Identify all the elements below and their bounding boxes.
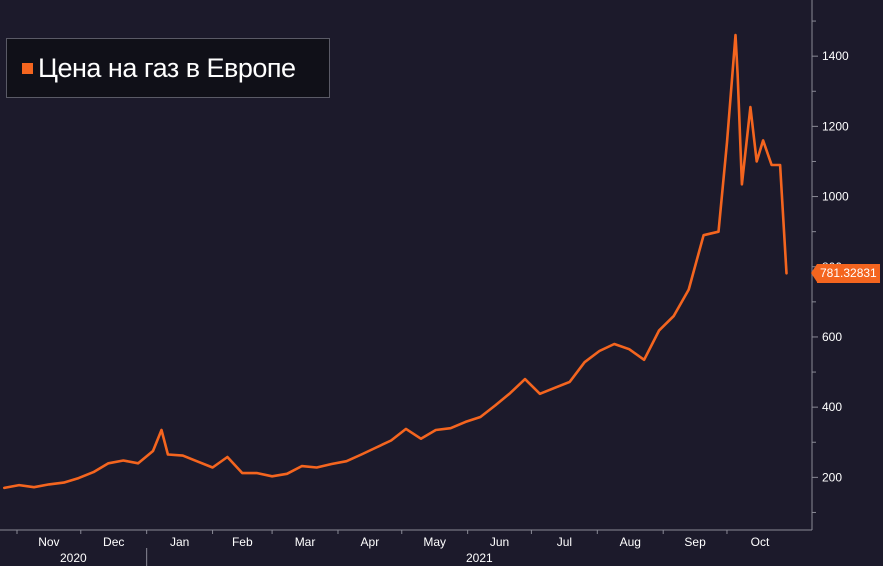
y-tick-label: 1400 <box>822 49 849 63</box>
x-tick-label: Mar <box>295 535 316 549</box>
x-tick-label: Sep <box>684 535 706 549</box>
x-axis: Nov Dec Jan Feb Mar Apr May Jun Jul Aug Sep Oct 2020… <box>0 529 812 566</box>
x-tick-label: Jun <box>490 535 509 549</box>
y-tick-label: 1000 <box>822 190 849 204</box>
x-tick-label: Jan <box>170 535 189 549</box>
x-tick-label: Nov <box>38 535 59 549</box>
x-tick-label: Aug <box>620 535 641 549</box>
x-tick-label: May <box>423 535 446 549</box>
x-tick-label: Oct <box>751 535 770 549</box>
x-year-label: 2020 <box>60 551 87 565</box>
y-tick-label: 400 <box>822 400 842 414</box>
series-line <box>3 33 788 490</box>
legend: Цена на газ в Европе <box>6 38 330 98</box>
x-year-label: 2021 <box>466 551 493 565</box>
legend-label: Цена на газ в Европе <box>38 52 296 83</box>
x-tick-label: Feb <box>232 535 253 549</box>
last-value-tag: 781.32831 <box>811 263 880 283</box>
x-tick-label: Jul <box>557 535 572 549</box>
y-axis: 200400600800100012001400 <box>811 0 849 530</box>
plot-area <box>3 33 788 490</box>
y-tick-label: 600 <box>822 330 842 344</box>
y-tick-label: 200 <box>822 470 842 484</box>
y-tick-label: 1200 <box>822 119 849 133</box>
x-tick-label: Dec <box>103 535 124 549</box>
legend-swatch <box>22 62 33 74</box>
x-tick-label: Apr <box>361 535 380 549</box>
